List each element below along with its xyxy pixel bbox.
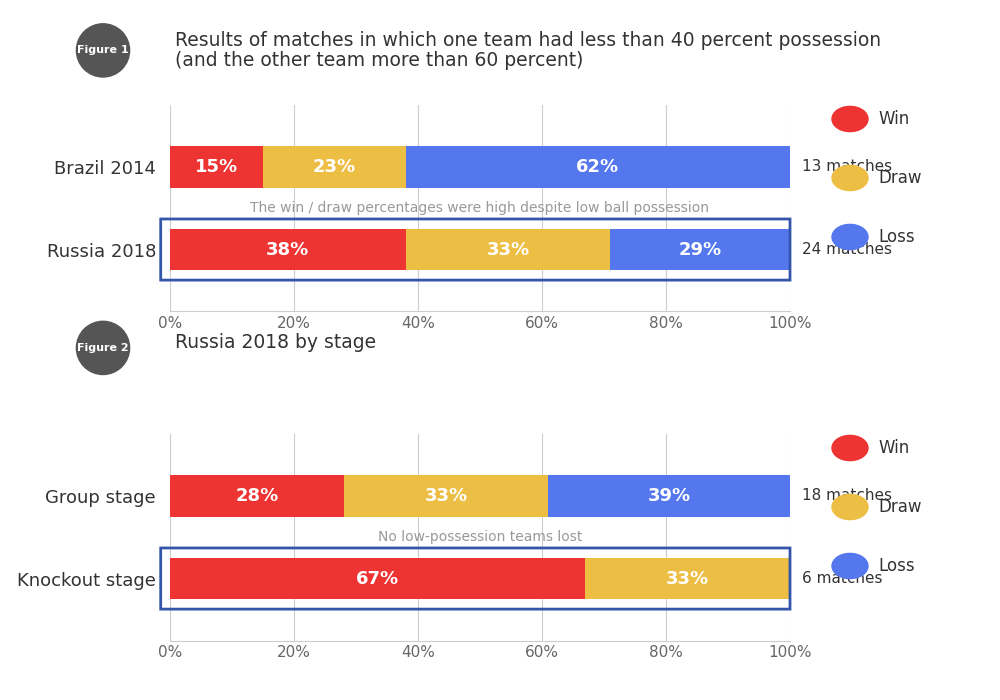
Text: Loss: Loss (878, 228, 915, 246)
Text: Draw: Draw (878, 169, 922, 187)
Text: 15%: 15% (195, 158, 238, 176)
Text: 33%: 33% (666, 570, 709, 587)
Bar (344, 475, 548, 517)
Text: 67%: 67% (356, 570, 399, 587)
Text: 28%: 28% (235, 487, 278, 505)
Text: 6 matches: 6 matches (802, 571, 883, 586)
Text: 38%: 38% (266, 241, 309, 258)
Bar (170, 146, 263, 188)
Text: 13 matches: 13 matches (802, 160, 893, 174)
Text: 39%: 39% (648, 487, 691, 505)
Text: Loss: Loss (878, 557, 915, 575)
Bar (170, 475, 344, 517)
Text: Draw: Draw (878, 498, 922, 516)
Bar (610, 229, 790, 270)
Bar (406, 146, 790, 188)
Text: 29%: 29% (679, 241, 722, 258)
Bar (263, 146, 406, 188)
Bar (170, 558, 585, 599)
Text: 62%: 62% (576, 158, 619, 176)
Text: Win: Win (878, 110, 909, 128)
Text: 33%: 33% (424, 487, 467, 505)
Text: 18 matches: 18 matches (802, 489, 892, 503)
Text: Figure 1: Figure 1 (77, 46, 129, 55)
Bar (170, 229, 406, 270)
Text: Russia 2018 by stage: Russia 2018 by stage (175, 333, 376, 353)
Text: Figure 2: Figure 2 (77, 343, 129, 353)
Text: 33%: 33% (486, 241, 529, 258)
Bar (548, 475, 790, 517)
Ellipse shape (76, 321, 130, 374)
Text: Results of matches in which one team had less than 40 percent possession: Results of matches in which one team had… (175, 32, 881, 50)
Text: 24 matches: 24 matches (802, 242, 892, 257)
Bar (585, 558, 790, 599)
Text: The win / draw percentages were high despite low ball possession: The win / draw percentages were high des… (250, 201, 710, 215)
Text: No low-possession teams lost: No low-possession teams lost (378, 531, 582, 545)
Bar (406, 229, 610, 270)
Text: Win: Win (878, 439, 909, 457)
Text: (and the other team more than 60 percent): (and the other team more than 60 percent… (175, 51, 583, 70)
Ellipse shape (76, 24, 130, 77)
Text: 23%: 23% (313, 158, 356, 176)
